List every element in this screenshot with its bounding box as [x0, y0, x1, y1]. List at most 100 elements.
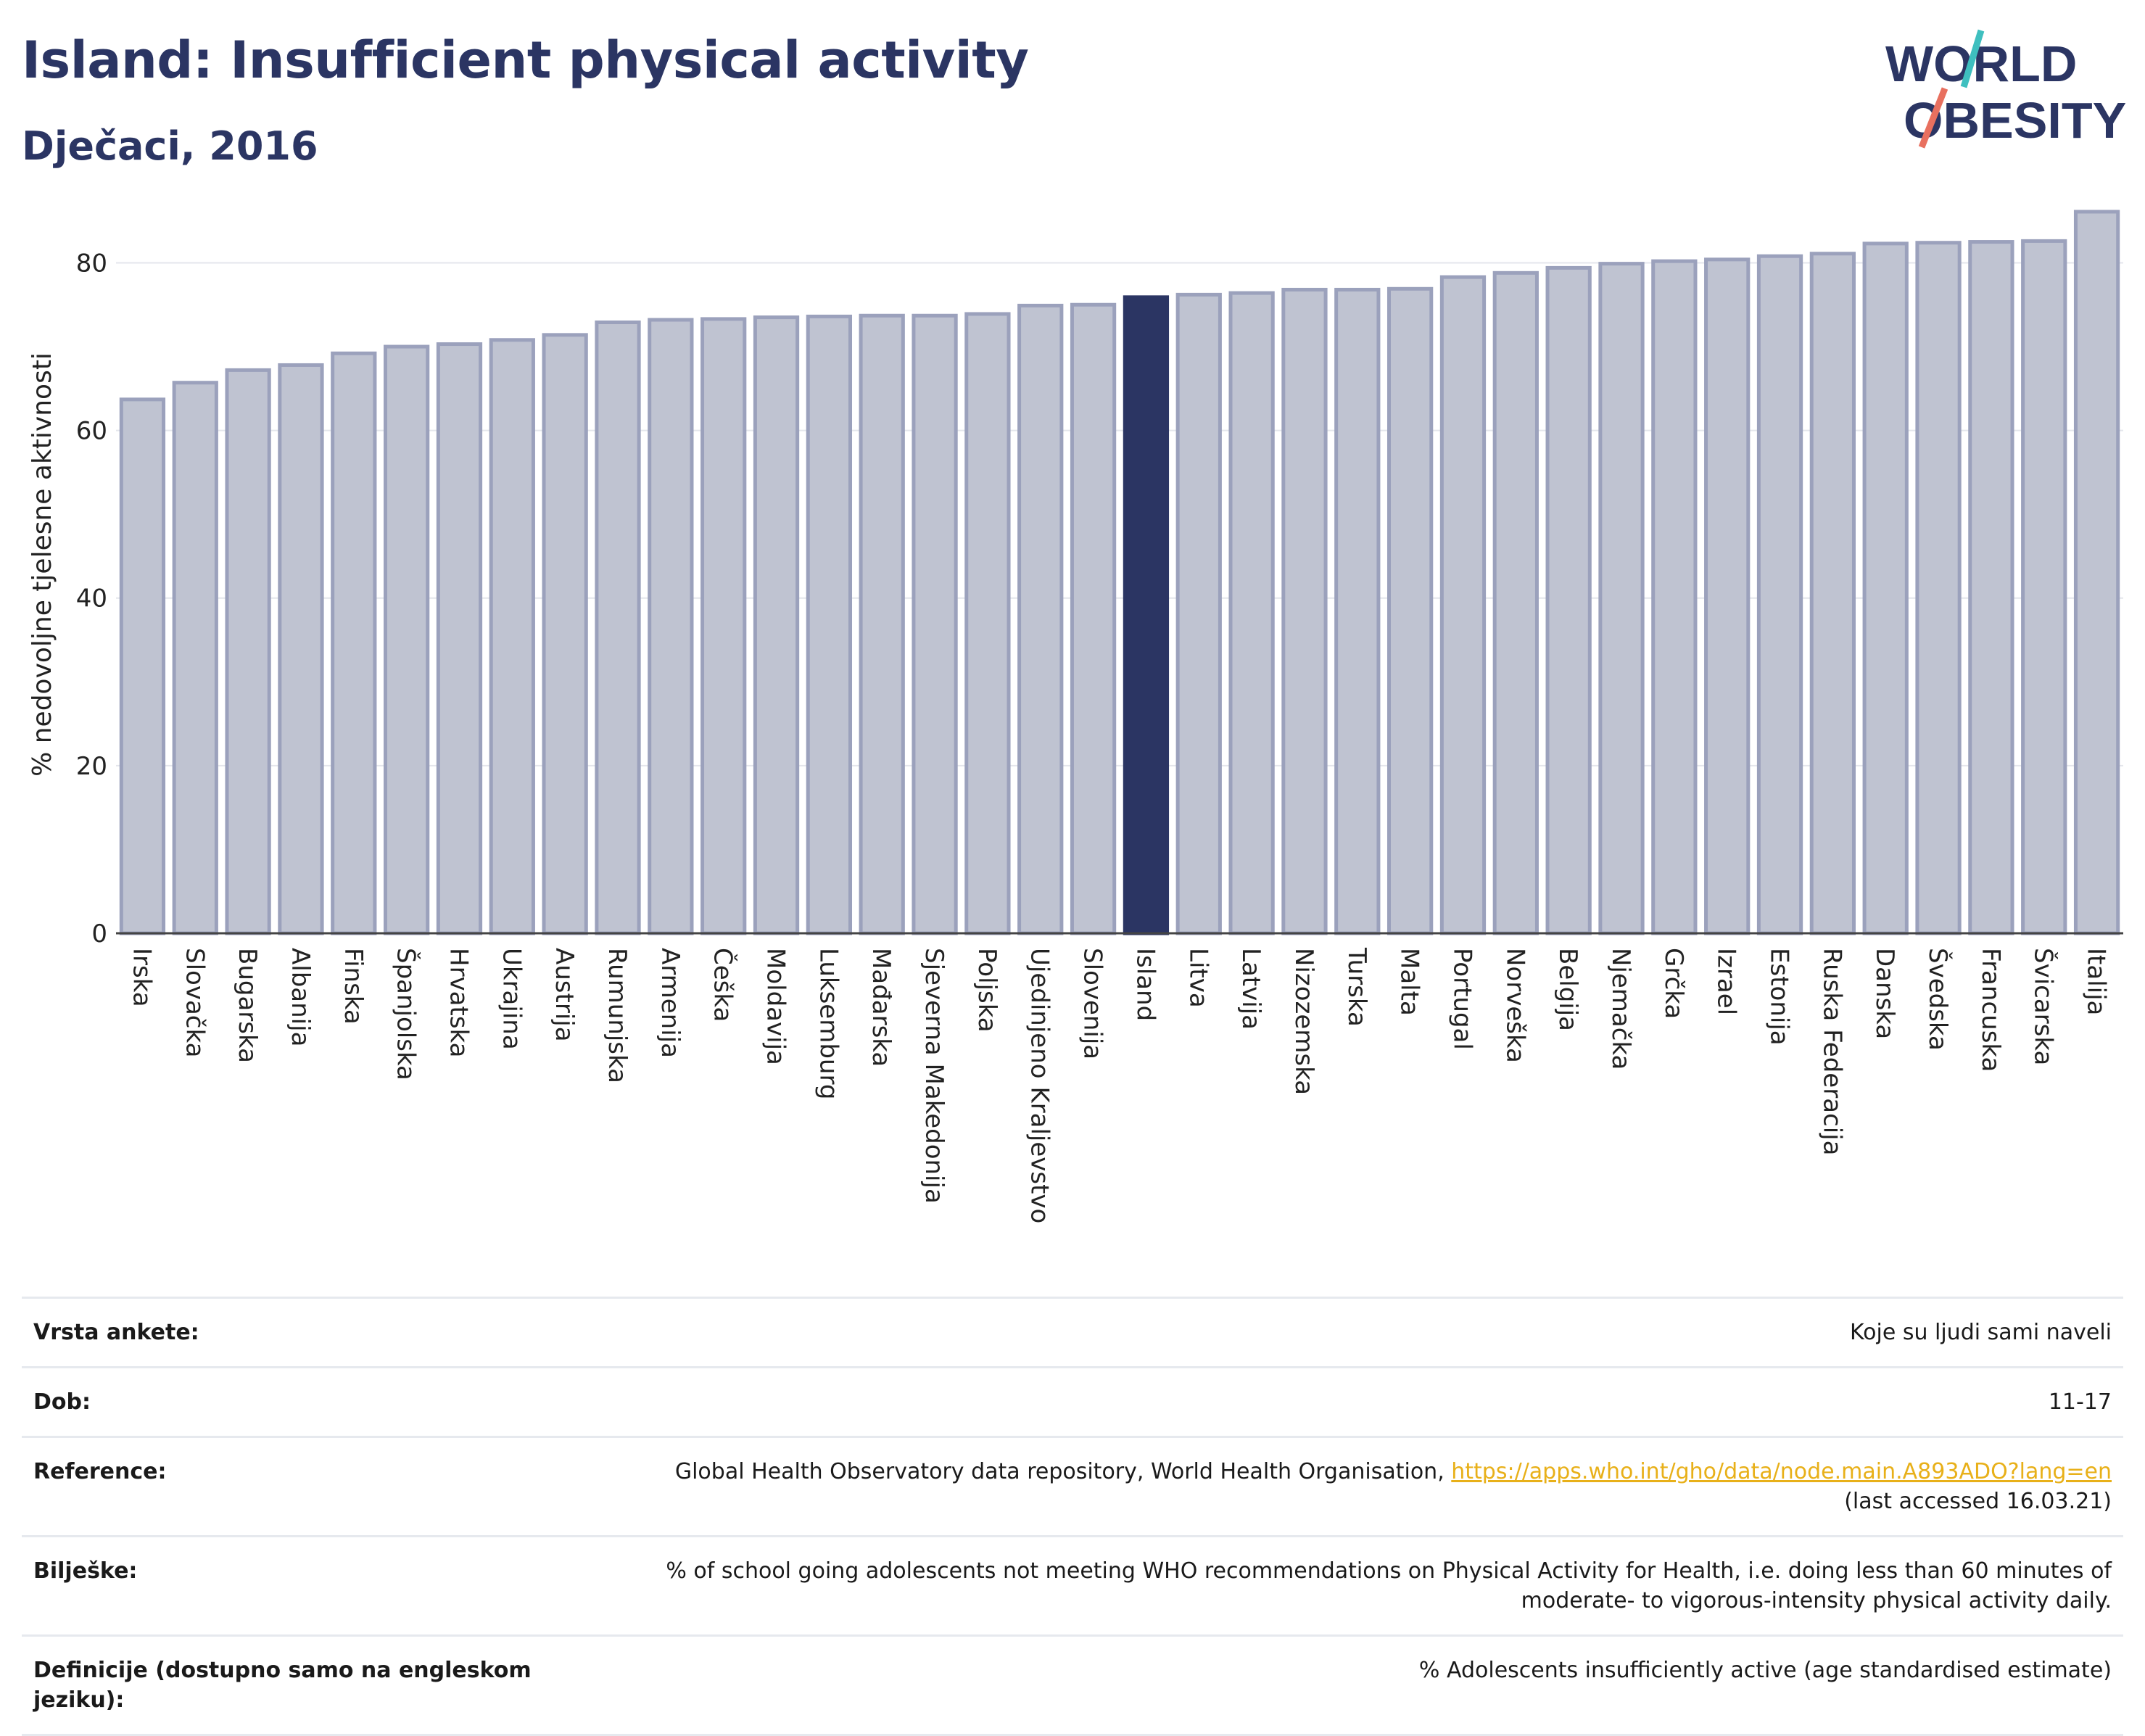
- x-tick-label: Slovačka: [180, 948, 209, 1057]
- reference-accessed: (last accessed 16.03.21): [1844, 1489, 2112, 1514]
- bar-portugal: [1439, 275, 1487, 935]
- x-tick-label: Italija: [2082, 948, 2111, 1015]
- x-tick-label: Danska: [1870, 948, 1899, 1039]
- x-tick-label: Rumunjska: [603, 948, 632, 1083]
- x-tick-label: Švicarska: [2029, 948, 2059, 1065]
- x-tick-label: Poljska: [972, 948, 1001, 1033]
- bar-slovenija: [1070, 302, 1117, 935]
- bar-ukrajina: [489, 338, 535, 935]
- bar-izrael: [1704, 257, 1751, 935]
- x-tick-label: Turska: [1342, 947, 1371, 1027]
- y-tick-label: 40: [76, 584, 107, 613]
- bar-njemačka: [1598, 262, 1645, 935]
- meta-label: Bilješke:: [22, 1535, 553, 1636]
- x-tick-label: Belgija: [1553, 948, 1582, 1031]
- bar-slovačka: [172, 381, 218, 935]
- bar-island: [1123, 295, 1170, 935]
- bar-chart: 0 20 40 60 80 % nedovoljne tjelesne aktivnost…: [28, 210, 2123, 1223]
- y-tick-label: 60: [76, 417, 107, 446]
- bar-irska: [119, 397, 166, 935]
- meta-row-survey: Vrsta ankete: Koje su ljudi sami naveli: [22, 1297, 2123, 1368]
- reference-link[interactable]: https://apps.who.int/gho/data/node.main.…: [1451, 1459, 2112, 1484]
- x-tick-label: Ujedinjeno Kraljevstvo: [1025, 948, 1054, 1223]
- logo-slash-teal: [1960, 29, 1985, 88]
- x-tick-label: Luksemburg: [814, 948, 843, 1099]
- x-tick-label: Švedska: [1923, 948, 1953, 1051]
- page-title: Island: Insufficient physical activity: [22, 30, 1029, 90]
- reference-text: Global Health Observatory data repositor…: [674, 1459, 1452, 1484]
- bar-norveška: [1492, 270, 1539, 935]
- meta-value: 11-17: [553, 1366, 2123, 1437]
- bar-austrija: [542, 333, 588, 935]
- x-tick-label: Francuska: [1976, 948, 2005, 1072]
- y-tick-label: 80: [76, 249, 107, 278]
- logo-slash-red: [1918, 87, 1948, 149]
- meta-label: Vrsta ankete:: [22, 1297, 553, 1368]
- bar-hrvatska: [436, 342, 483, 935]
- bar-latvija: [1228, 291, 1275, 935]
- x-tick-label: Ruska Federacija: [1817, 948, 1846, 1155]
- bar-albanija: [278, 363, 324, 935]
- meta-value: % of school going adolescents not meetin…: [553, 1535, 2123, 1636]
- meta-value: Global Health Observatory data repositor…: [553, 1436, 2123, 1537]
- x-tick-label: Finska: [339, 948, 368, 1025]
- bar-poljska: [964, 312, 1011, 935]
- meta-row-definition: Definicije (dostupno samo na engleskom j…: [22, 1634, 2123, 1736]
- bar-estonija: [1756, 254, 1803, 935]
- x-tick-label: Norveška: [1500, 948, 1529, 1063]
- x-tick-label: Grčka: [1659, 948, 1688, 1019]
- bar-finska: [331, 351, 377, 935]
- page-subtitle: Dječaci, 2016: [22, 123, 318, 169]
- meta-row-age: Dob: 11-17: [22, 1366, 2123, 1437]
- x-tick-label: Albanija: [286, 948, 315, 1046]
- y-axis-label: % nedovoljne tjelesne aktivnosti: [28, 352, 57, 777]
- bar-švedska: [1915, 241, 1962, 935]
- bar-francuska: [1968, 240, 2014, 935]
- bar-malta: [1386, 286, 1434, 935]
- x-tick-label: Malta: [1395, 948, 1424, 1016]
- bar-nizozemska: [1281, 287, 1328, 935]
- bar-italija: [2073, 210, 2120, 935]
- x-tick-label: Moldavija: [761, 948, 790, 1065]
- x-tick-label: Austrija: [550, 948, 579, 1042]
- y-tick-label: 20: [76, 752, 107, 781]
- x-tick-label: Izrael: [1712, 948, 1741, 1015]
- x-tick-label: Hrvatska: [444, 948, 473, 1057]
- bar-turska: [1334, 287, 1381, 935]
- world-obesity-logo: WORLD OBESITY: [1885, 29, 2126, 149]
- meta-label: Reference:: [22, 1436, 553, 1537]
- x-tick-label: Armenija: [656, 948, 685, 1058]
- bar-armenija: [648, 318, 694, 935]
- x-tick-label: Latvija: [1236, 948, 1265, 1030]
- bar-ujedinjeno-kraljevstvo: [1017, 303, 1064, 935]
- bar-rumunjska: [595, 321, 641, 935]
- bar-bugarska: [225, 368, 271, 935]
- x-tick-label: Španjolska: [392, 948, 421, 1080]
- bar-mađarska: [859, 313, 905, 935]
- x-tick-label: Njemačka: [1606, 948, 1635, 1070]
- x-tick-label: Estonija: [1765, 948, 1794, 1046]
- bar-češka: [700, 317, 747, 935]
- bar-švicarska: [2021, 239, 2067, 935]
- meta-row-reference: Reference: Global Health Observatory dat…: [22, 1436, 2123, 1537]
- metadata-table: Vrsta ankete: Koje su ljudi sami naveli …: [22, 1297, 2123, 1736]
- x-tick-label: Sjeverna Makedonija: [919, 948, 948, 1204]
- bar-luksemburg: [806, 314, 853, 935]
- bar-ruska-federacija: [1809, 252, 1856, 935]
- x-tick-label: Litva: [1183, 948, 1212, 1008]
- meta-value: % Adolescents insufficiently active (age…: [553, 1634, 2123, 1736]
- x-tick-label: Island: [1131, 948, 1160, 1021]
- meta-label: Definicije (dostupno samo na engleskom j…: [22, 1634, 553, 1736]
- meta-value: Koje su ljudi sami naveli: [553, 1297, 2123, 1368]
- bar-grčka: [1651, 259, 1698, 935]
- bar-sjeverna-makedonija: [912, 313, 958, 935]
- x-tick-label: Slovenija: [1078, 948, 1107, 1059]
- x-tick-label: Ukrajina: [497, 948, 526, 1050]
- x-tick-label: Portugal: [1447, 948, 1476, 1050]
- x-tick-label: Mađarska: [867, 948, 896, 1067]
- x-tick-label: Irska: [127, 948, 156, 1007]
- meta-row-notes: Bilješke: % of school going adolescents …: [22, 1535, 2123, 1636]
- bar-litva: [1175, 292, 1222, 935]
- bar-danska: [1862, 241, 1909, 935]
- x-tick-label: Nizozemska: [1289, 948, 1318, 1095]
